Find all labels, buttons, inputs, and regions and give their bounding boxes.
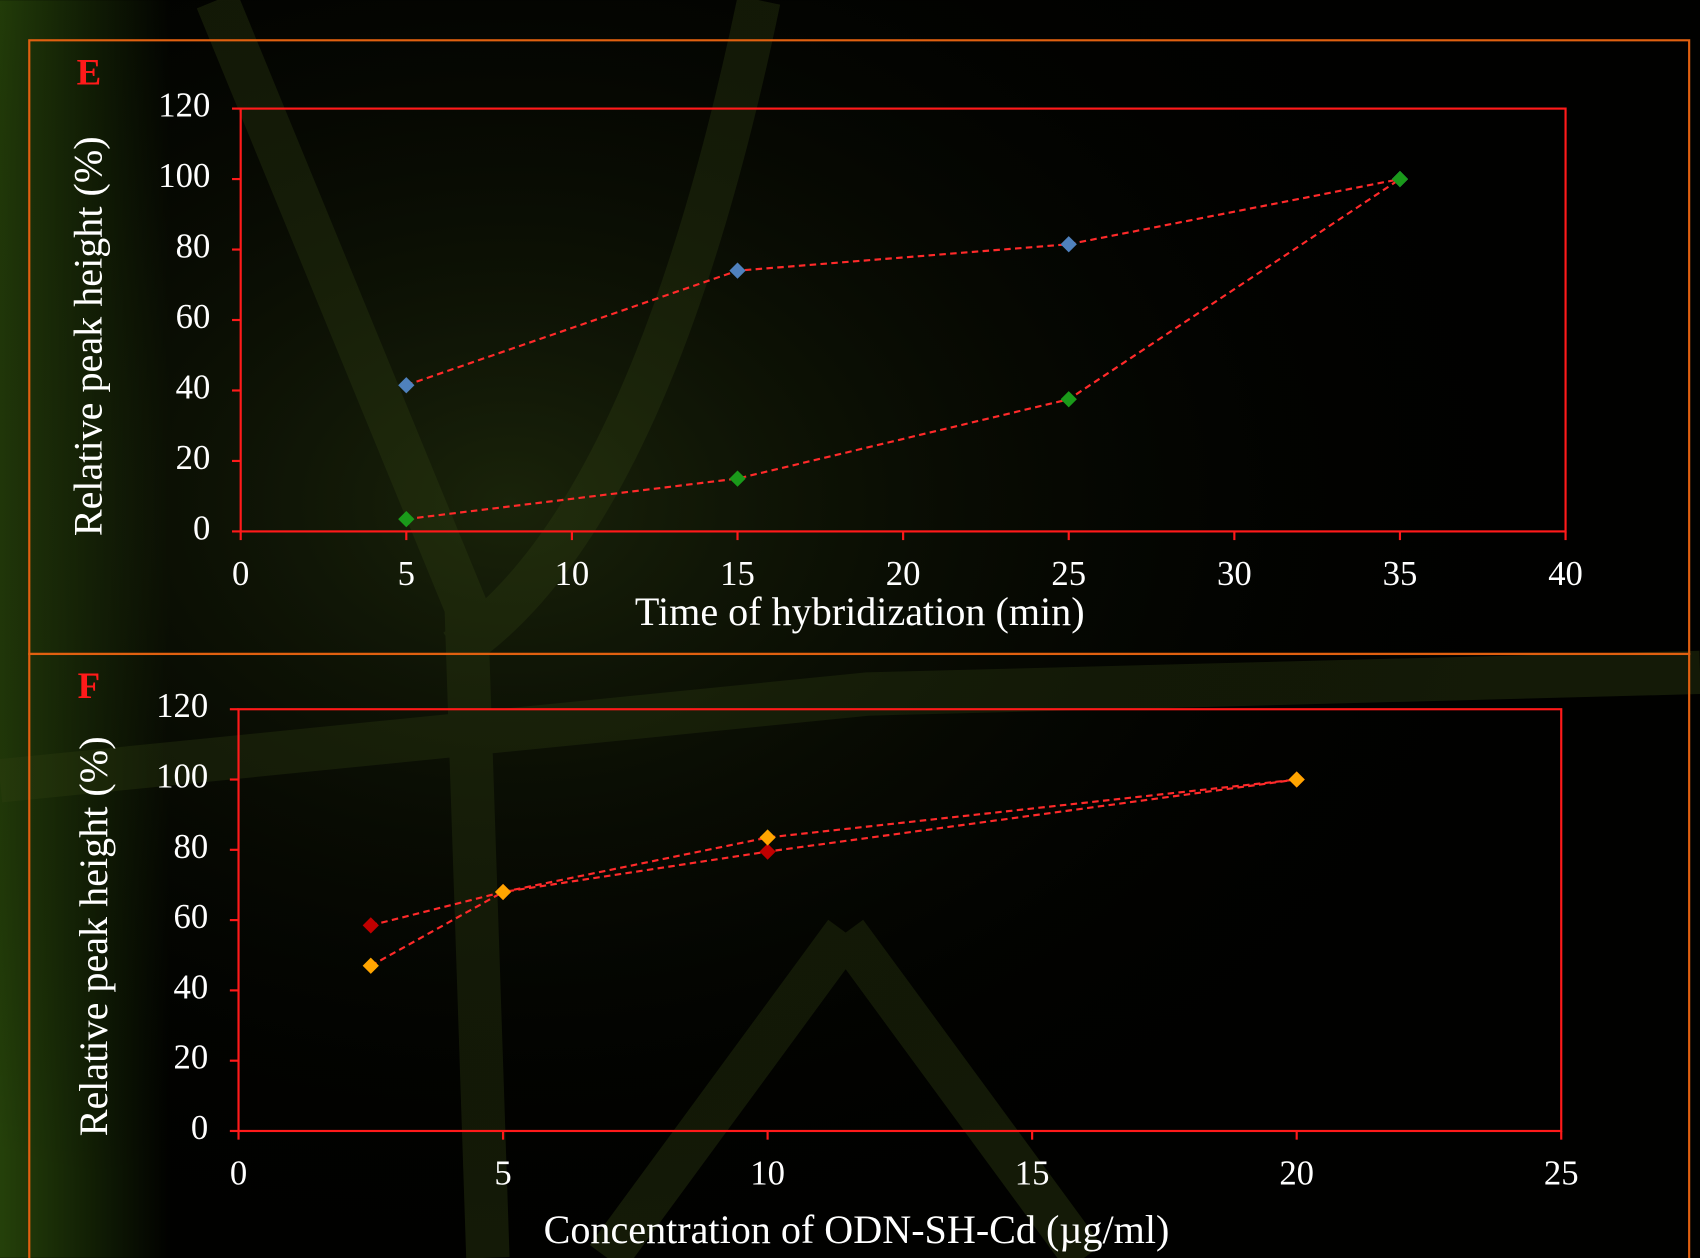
x-tick-label: 0 — [232, 554, 249, 593]
y-axis-label: Relative peak height (%) — [71, 736, 116, 1136]
x-tick-label: 30 — [1217, 554, 1252, 593]
x-tick-label: 25 — [1544, 1153, 1579, 1192]
panel-label: E — [77, 52, 102, 93]
y-tick-label: 60 — [173, 897, 208, 936]
y-tick-label: 100 — [158, 156, 210, 195]
x-tick-label: 20 — [886, 554, 921, 593]
y-tick-label: 40 — [176, 367, 211, 406]
y-tick-label: 20 — [176, 438, 211, 477]
y-tick-label: 0 — [191, 1108, 208, 1147]
y-tick-label: 80 — [176, 227, 211, 266]
x-tick-label: 10 — [750, 1153, 785, 1192]
y-tick-label: 0 — [193, 508, 210, 547]
x-tick-label: 0 — [230, 1153, 247, 1192]
x-tick-label: 5 — [398, 554, 415, 593]
x-tick-label: 15 — [1015, 1153, 1050, 1192]
x-tick-label: 5 — [494, 1153, 511, 1192]
x-tick-label: 35 — [1383, 554, 1418, 593]
y-tick-label: 20 — [173, 1038, 208, 1077]
x-axis-label: Time of hybridization (min) — [635, 589, 1085, 634]
page: E0204060801001200510152025303540Time of … — [0, 0, 1700, 1258]
x-tick-label: 25 — [1051, 554, 1086, 593]
y-tick-label: 100 — [156, 756, 208, 795]
y-tick-label: 40 — [173, 967, 208, 1006]
y-tick-label: 60 — [176, 297, 211, 336]
panel-label: F — [78, 665, 101, 706]
y-tick-label: 120 — [158, 86, 210, 125]
x-tick-label: 20 — [1279, 1153, 1314, 1192]
x-tick-label: 15 — [720, 554, 755, 593]
x-axis-label: Concentration of ODN-SH-Cd (µg/ml) — [544, 1207, 1170, 1252]
x-tick-label: 40 — [1548, 554, 1583, 593]
y-axis-label: Relative peak height (%) — [65, 136, 110, 536]
y-tick-label: 80 — [173, 827, 208, 866]
y-tick-label: 120 — [156, 686, 208, 725]
x-tick-label: 10 — [555, 554, 590, 593]
